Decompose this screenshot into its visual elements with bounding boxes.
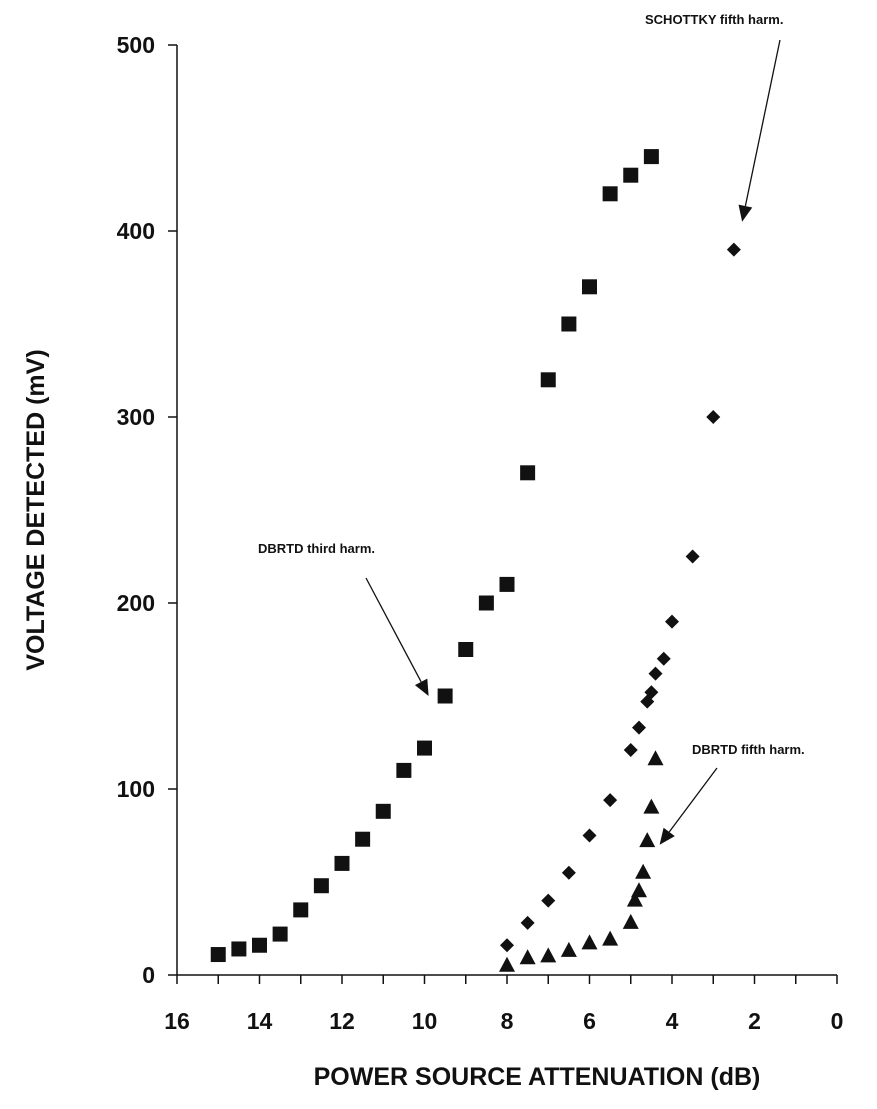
diamond-point — [648, 666, 663, 681]
annotation-schottky-fifth-text: SCHOTTKY fifth harm. — [645, 12, 783, 27]
x-tick-label: 12 — [329, 1008, 355, 1034]
square-point — [582, 279, 597, 295]
diamond-point — [623, 742, 638, 757]
square-point — [437, 688, 453, 704]
annotation-dbrtd-third-arrow — [365, 577, 422, 683]
x-tick-label: 8 — [501, 1008, 514, 1034]
triangle-point — [560, 941, 577, 957]
square-point — [540, 372, 556, 388]
triangle-point — [643, 798, 660, 814]
y-tick-label: 400 — [117, 218, 155, 244]
y-tick-label: 100 — [117, 776, 155, 802]
square-point — [417, 740, 432, 756]
triangle-point — [602, 930, 619, 946]
diamond-point — [632, 720, 646, 735]
square-point — [623, 167, 639, 183]
square-point — [602, 186, 618, 202]
x-tick-label: 0 — [831, 1008, 844, 1034]
square-point — [458, 642, 474, 657]
diamond-point — [500, 938, 514, 953]
x-tick-label: 16 — [164, 1008, 190, 1034]
diamond-point — [603, 793, 618, 808]
y-tick-label: 200 — [117, 590, 155, 616]
diamond-point — [706, 410, 721, 424]
annotations: SCHOTTKY fifth harm. DBRTD third harm. DBR… — [258, 12, 805, 845]
data-points — [210, 149, 741, 972]
triangle-point — [631, 882, 647, 898]
y-tick-label: 0 — [142, 962, 155, 988]
y-tick-label: 500 — [117, 32, 155, 58]
square-point — [334, 855, 350, 871]
square-point — [478, 595, 494, 611]
diamond-point — [541, 893, 556, 908]
triangle-point — [639, 832, 656, 848]
triangle-point — [581, 934, 598, 950]
x-axis-title: POWER SOURCE ATTENUATION (dB) — [314, 1063, 761, 1091]
x-tick-label: 14 — [247, 1008, 273, 1034]
triangle-point — [540, 947, 557, 963]
diamond-point — [520, 915, 535, 930]
triangle-point — [622, 913, 639, 929]
x-tick-label: 6 — [583, 1008, 596, 1034]
diamond-point — [561, 865, 576, 880]
diamond-point — [726, 242, 741, 257]
square-point — [561, 316, 577, 332]
annotation-dbrtd-third-text: DBRTD third harm. — [258, 541, 375, 556]
square-point — [375, 803, 391, 819]
square-point — [643, 149, 659, 165]
square-point — [520, 465, 536, 481]
diamond-point — [685, 549, 700, 564]
annotation-dbrtd-fifth-text: DBRTD fifth harm. — [692, 742, 805, 757]
triangle-point — [499, 956, 515, 972]
triangle-point — [647, 750, 664, 766]
diamond-point — [665, 614, 679, 629]
square-point — [355, 831, 371, 847]
annotation-dbrtd-fifth-arrowhead — [659, 827, 675, 845]
y-axis-title: VOLTAGE DETECTED (mV) — [22, 349, 50, 670]
annotation-dbrtd-third-arrowhead — [414, 678, 429, 696]
diamond-point — [644, 685, 659, 700]
x-tick-label: 2 — [748, 1008, 761, 1034]
diamond-point — [582, 828, 597, 843]
square-point — [313, 878, 329, 894]
triangle-point — [635, 863, 652, 879]
square-point — [252, 937, 267, 953]
triangle-point — [626, 891, 643, 907]
diamond-point — [656, 651, 671, 666]
square-point — [396, 762, 412, 778]
x-tick-label: 4 — [666, 1008, 679, 1034]
square-point — [499, 576, 515, 592]
annotation-schottky-fifth-arrowhead — [738, 204, 753, 222]
square-point — [210, 947, 226, 963]
square-point — [231, 941, 247, 957]
triangle-point — [519, 949, 536, 965]
annotation-schottky-fifth-arrow — [744, 39, 781, 207]
square-point — [293, 902, 309, 918]
annotation-dbrtd-fifth-arrow — [668, 767, 718, 833]
x-tick-label: 10 — [412, 1008, 438, 1034]
axes: 0 100 200 300 400 500 16 14 12 10 8 6 4 2 0 — [117, 32, 844, 1034]
y-tick-label: 300 — [117, 404, 155, 430]
square-point — [272, 926, 288, 942]
